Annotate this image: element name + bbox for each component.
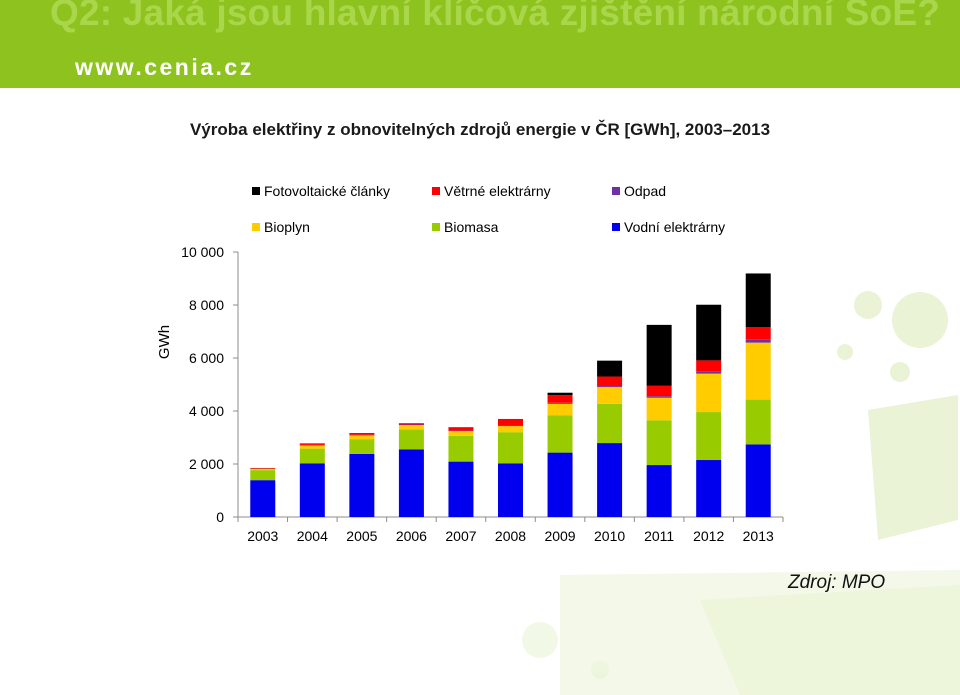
bar-segment-bioplyn <box>547 403 573 416</box>
x-tick-label: 2003 <box>247 528 278 544</box>
bar-segment-vodní-elektrárny <box>646 465 672 517</box>
y-tick-label: 0 <box>216 509 224 525</box>
x-tick-label: 2007 <box>445 528 476 544</box>
bar-segment-biomasa <box>646 420 672 466</box>
bar-segment-vodní-elektrárny <box>597 443 623 517</box>
bar-segment-fotovoltaické-články <box>646 324 672 386</box>
bar-segment-větrné-elektrárny <box>448 427 474 431</box>
bar-segment-větrné-elektrárny <box>646 385 672 397</box>
bar-segment-vodní-elektrárny <box>299 463 325 517</box>
bar-segment-bioplyn <box>299 445 325 449</box>
legend-label: Biomasa <box>444 219 499 235</box>
bar-segment-vodní-elektrárny <box>498 463 523 517</box>
bar-segment-biomasa <box>398 429 424 450</box>
header-title: Q2: Jaká jsou hlavní klíčová zjištění ná… <box>50 0 941 33</box>
y-tick-label: 4 000 <box>189 403 224 419</box>
bar-segment-bioplyn <box>646 397 672 421</box>
bar-segment-větrné-elektrárny <box>696 360 722 372</box>
legend-label: Odpad <box>624 183 666 199</box>
bar-segment-větrné-elektrárny <box>398 423 424 425</box>
bar-segment-fotovoltaické-články <box>597 360 623 377</box>
bar-segment-bioplyn <box>696 373 722 413</box>
legend-swatch <box>432 223 440 231</box>
bar-segment-vodní-elektrárny <box>398 449 424 517</box>
legend-label: Bioplyn <box>264 219 310 235</box>
x-tick-label: 2009 <box>544 528 575 544</box>
legend-swatch <box>432 187 440 195</box>
y-tick-label: 8 000 <box>189 297 224 313</box>
legend-label: Vodní elektrárny <box>624 219 725 235</box>
bar-segment-větrné-elektrárny <box>299 443 325 445</box>
bar-segment-odpad <box>646 396 672 398</box>
y-axis-label: GWh <box>156 325 173 359</box>
legend-swatch <box>612 187 620 195</box>
legend-swatch <box>252 223 260 231</box>
bar-segment-fotovoltaické-články <box>745 273 771 327</box>
bar-segment-vodní-elektrárny <box>448 461 474 517</box>
bar-segment-odpad <box>597 386 623 388</box>
legend-label: Větrné elektrárny <box>444 183 551 199</box>
bar-segment-fotovoltaické-články <box>547 392 573 396</box>
y-tick-label: 2 000 <box>189 456 224 472</box>
source-note: Zdroj: MPO <box>788 572 886 593</box>
bar-segment-bioplyn <box>349 435 375 440</box>
bar-segment-větrné-elektrárny <box>250 467 276 469</box>
chart-title: Výroba elektřiny z obnovitelných zdrojů … <box>189 120 771 139</box>
legend-label: Fotovoltaické články <box>264 183 390 199</box>
y-tick-label: 10 000 <box>181 244 224 260</box>
bar-segment-větrné-elektrárny <box>745 326 771 340</box>
bar-segment-biomasa <box>597 403 623 444</box>
bar-segment-bioplyn <box>498 426 523 433</box>
bar-segment-fotovoltaické-články <box>696 304 722 361</box>
bar-segment-odpad <box>448 430 474 432</box>
bar-segment-vodní-elektrárny <box>745 444 771 517</box>
bar-segment-biomasa <box>696 412 722 461</box>
bar-segment-větrné-elektrárny <box>349 432 375 435</box>
x-tick-label: 2005 <box>346 528 377 544</box>
header-url: www.cenia.cz <box>75 54 254 80</box>
bar-segment-vodní-elektrárny <box>696 460 722 517</box>
bar-segment-bioplyn <box>597 387 623 404</box>
x-tick-label: 2010 <box>594 528 625 544</box>
bar-segment-biomasa <box>299 448 325 464</box>
bar-segment-větrné-elektrárny <box>597 376 623 387</box>
legend-swatch <box>252 187 260 195</box>
bar-segment-bioplyn <box>448 431 474 436</box>
bar-segment-biomasa <box>498 432 523 464</box>
legend-swatch <box>612 223 620 231</box>
bar-segment-biomasa <box>547 415 573 453</box>
bar-segment-odpad <box>498 425 523 427</box>
bar-segment-bioplyn <box>250 468 276 471</box>
x-tick-label: 2012 <box>693 528 724 544</box>
x-tick-label: 2004 <box>297 528 328 544</box>
header-band <box>0 0 960 88</box>
y-tick-label: 6 000 <box>189 350 224 366</box>
bar-segment-biomasa <box>349 439 375 454</box>
bar-segment-vodní-elektrárny <box>250 480 276 517</box>
x-tick-label: 2013 <box>743 528 774 544</box>
bar-segment-odpad <box>349 434 375 436</box>
bar-segment-odpad <box>696 371 722 374</box>
x-tick-label: 2011 <box>644 528 674 544</box>
bar-segment-odpad <box>250 468 276 469</box>
bar-segment-větrné-elektrárny <box>547 395 573 403</box>
x-tick-label: 2008 <box>495 528 526 544</box>
bar-segment-vodní-elektrárny <box>349 453 375 517</box>
bar-segment-biomasa <box>250 470 276 481</box>
bar-segment-odpad <box>299 444 325 446</box>
bar-segment-bioplyn <box>398 425 424 430</box>
bar-segment-vodní-elektrárny <box>547 452 573 517</box>
bar-segment-bioplyn <box>745 342 771 400</box>
bar-segment-větrné-elektrárny <box>498 418 523 426</box>
bar-segment-biomasa <box>745 399 771 445</box>
bar-segment-odpad <box>745 339 771 343</box>
bar-segment-odpad <box>547 402 573 404</box>
bar-segment-odpad <box>398 424 424 426</box>
bar-segment-biomasa <box>448 435 474 462</box>
x-tick-label: 2006 <box>396 528 427 544</box>
